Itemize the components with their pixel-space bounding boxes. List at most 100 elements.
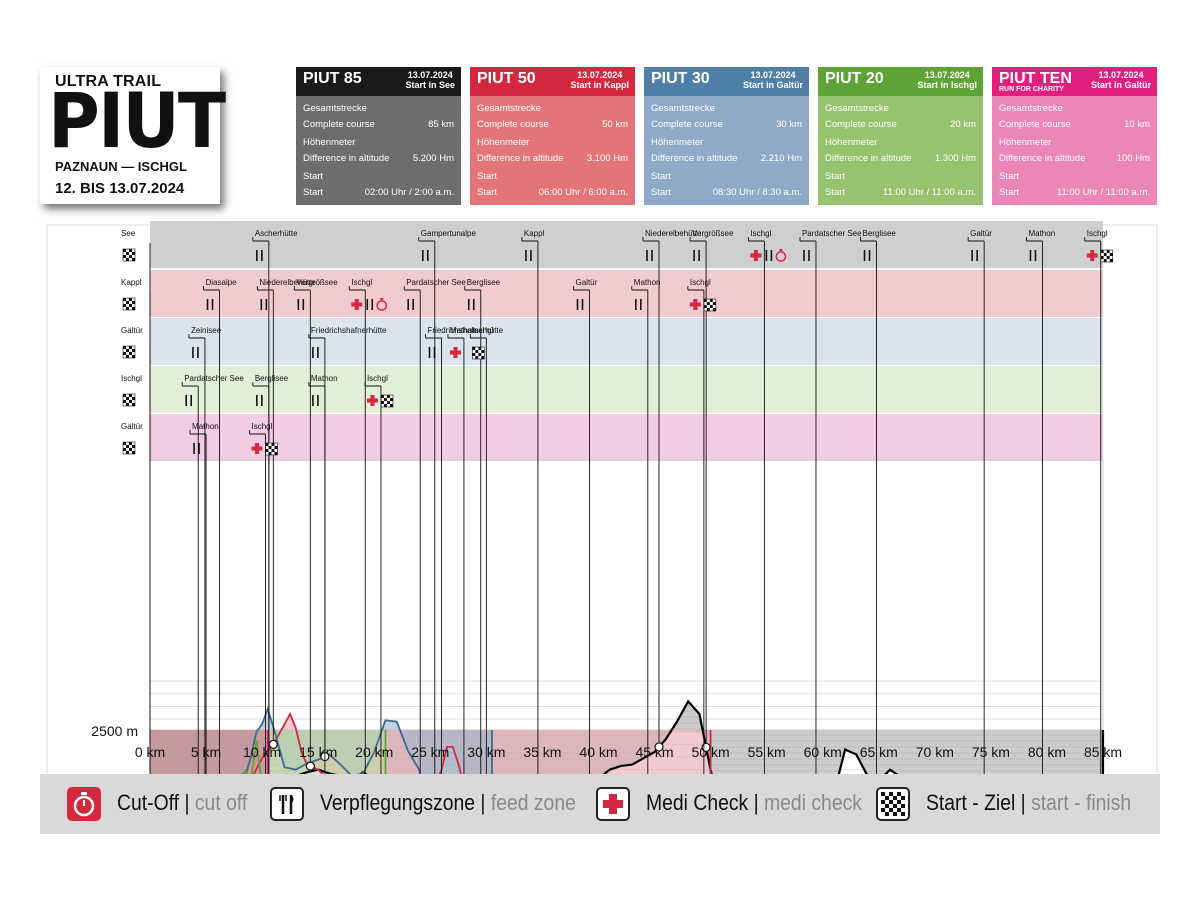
station-band (150, 318, 1103, 365)
checker-cell (897, 800, 901, 804)
checker-cell (129, 301, 132, 304)
stopwatch-face (376, 300, 388, 311)
checker-cell (885, 812, 889, 816)
checker-cell (1103, 250, 1107, 253)
race-info-row: Gesamtstrecke (651, 103, 715, 114)
checker-cell (897, 812, 901, 816)
race-card-header: PIUT TEN 13.07.2024 Start in Galtür RUN FOR… (992, 67, 1157, 96)
checker-cell (132, 445, 135, 448)
checker-cell (706, 299, 710, 302)
checkered-flag-icon (380, 394, 394, 408)
checker-cell (123, 301, 126, 304)
checker-cell (881, 804, 885, 808)
checker-cell (126, 304, 129, 307)
x-tick-label: 80 km (1028, 744, 1066, 760)
fork-knife-icon (646, 250, 653, 261)
row-start-label: Galtür (121, 326, 143, 335)
checker-cell (383, 398, 387, 401)
legend-medi-text: Medi Check | medi check (646, 790, 862, 815)
checker-border (122, 297, 136, 311)
station-label: Kappl (524, 229, 545, 238)
station-label: Pardatscher See (406, 278, 466, 287)
checkered-flag-icon (876, 787, 910, 821)
checker-cell (268, 452, 272, 455)
race-info-row: Höhenmeter (999, 137, 1052, 148)
checker-cell (123, 346, 126, 349)
fork-knife-icon (1029, 250, 1037, 261)
checker-cell (475, 347, 479, 350)
checker-cell (126, 403, 129, 406)
fork-knife-icon (256, 395, 263, 406)
checker-cell (129, 249, 132, 252)
checker-cell (129, 397, 132, 400)
checker-cell (132, 355, 135, 358)
race-info-row: Start 11:00 Uhr / 11:00 a.m. (825, 187, 976, 198)
fork-knife-icon (576, 299, 584, 310)
x-tick-label: 45 km (635, 744, 673, 760)
logo-line-piut: PIUT (48, 76, 226, 165)
fork-knife-icon (206, 299, 214, 310)
station-label: Ischgl (472, 326, 493, 335)
station-label: Mathon (192, 422, 219, 431)
x-tick-label: 25 km (411, 744, 449, 760)
medical-cross-h (366, 398, 378, 403)
y-tick-label: 2500 m (91, 723, 138, 739)
checker-cell (129, 304, 132, 307)
checker-cell (126, 448, 129, 451)
checker-cell (478, 347, 482, 350)
fork-knife-icon (366, 299, 374, 310)
race-card-3: PIUT 30 13.07.2024 Start in Galtür Gesamtst… (644, 67, 809, 205)
checkered-flag-icon (122, 248, 136, 262)
x-tick-label: 75 km (972, 744, 1010, 760)
medical-cross-icon (750, 250, 762, 261)
checker-cell (881, 812, 885, 816)
station-label: Pardatscher See (184, 374, 244, 383)
legend: Cut-Off | cut off Verpflegungszone | fee… (40, 774, 1160, 834)
fork-knife-icon (635, 299, 642, 310)
checkered-flag-icon (122, 393, 136, 407)
checker-cell (123, 255, 126, 258)
checker-cell (1106, 253, 1110, 256)
checker-cell (129, 400, 132, 403)
checkered-flag-icon (122, 297, 136, 311)
checker-cell (901, 800, 905, 804)
checker-cell (132, 304, 135, 307)
checker-cell (274, 443, 278, 446)
race-card-header: PIUT 20 13.07.2024 Start in Ischgl (818, 67, 983, 96)
checker-cell (389, 395, 393, 398)
stopwatch-icon (67, 787, 101, 821)
checkered-flag-icon (122, 345, 136, 359)
checker-cell (132, 249, 135, 252)
checker-cell (271, 443, 275, 446)
checker-cell (132, 255, 135, 258)
station-marker (654, 742, 664, 752)
checker-cell (709, 305, 713, 308)
race-name: PIUT TEN (999, 70, 1072, 87)
fork-knife-icon (971, 250, 978, 261)
x-tick-label: 40 km (579, 744, 617, 760)
x-tick-label: 70 km (916, 744, 954, 760)
checker-cell (123, 442, 126, 445)
checker-cell (889, 796, 893, 800)
checker-cell (383, 401, 387, 404)
fork-knife-icon (693, 250, 700, 261)
station-label: Diasalpe (206, 278, 238, 287)
race-date: 13.07.2024 Start in Galtür (1090, 70, 1151, 90)
fork-knife-icon (193, 443, 200, 454)
race-info-row: Start 08:30 Uhr / 8:30 a.m. (651, 187, 802, 198)
checker-cell (126, 346, 129, 349)
checker-cell (881, 796, 885, 800)
checker-cell (709, 308, 713, 311)
station-label: Gampertunalpe (421, 229, 477, 238)
station-label: Niederelbehütte (645, 229, 702, 238)
checker-cell (1100, 256, 1104, 259)
medical-cross-icon (596, 787, 630, 821)
checker-cell (132, 301, 135, 304)
checker-cell (129, 451, 132, 454)
checkered-flag-icon (1100, 249, 1114, 263)
race-info-row: Difference in altitude 5.200 Hm (303, 153, 454, 164)
checkered-flag-icon (265, 442, 278, 456)
fork-knife-icon (428, 347, 436, 358)
checker-cell (126, 349, 129, 352)
station-label: Pardatscher See (802, 229, 862, 238)
